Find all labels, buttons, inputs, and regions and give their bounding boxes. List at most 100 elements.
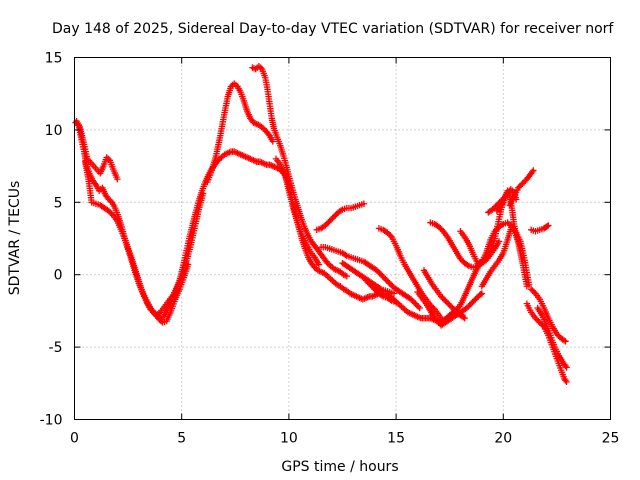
data-point bbox=[529, 287, 536, 294]
data-point bbox=[342, 251, 349, 259]
data-point bbox=[438, 226, 446, 234]
data-point bbox=[322, 222, 329, 229]
data-point bbox=[491, 228, 498, 235]
data-point bbox=[365, 280, 373, 287]
data-point bbox=[157, 317, 165, 325]
data-point bbox=[560, 337, 568, 344]
data-point bbox=[489, 206, 496, 213]
data-point bbox=[367, 281, 374, 289]
data-point bbox=[387, 296, 394, 303]
data-point bbox=[499, 196, 506, 203]
x-tick-label: 20 bbox=[494, 431, 512, 447]
data-point bbox=[562, 362, 569, 370]
data-point bbox=[530, 167, 537, 174]
data-point bbox=[535, 317, 542, 325]
plot-frame bbox=[74, 57, 611, 420]
data-point bbox=[492, 203, 499, 210]
data-point bbox=[457, 255, 464, 262]
data-point bbox=[532, 314, 539, 322]
data-point bbox=[467, 300, 475, 307]
data-point bbox=[533, 316, 541, 323]
data-point bbox=[431, 314, 438, 322]
data-point bbox=[544, 222, 551, 230]
y-tick-label: 5 bbox=[54, 195, 63, 211]
data-point bbox=[440, 296, 448, 303]
data-point bbox=[265, 131, 272, 138]
data-point bbox=[562, 338, 569, 345]
data-point bbox=[442, 297, 449, 304]
data-point bbox=[370, 284, 377, 291]
data-point bbox=[527, 285, 535, 293]
x-tick-label: 15 bbox=[387, 431, 405, 447]
data-point bbox=[435, 223, 443, 231]
x-tick-label: 25 bbox=[602, 431, 620, 447]
y-axis-label: SDTVAR / TECUs bbox=[7, 181, 23, 296]
data-point bbox=[108, 210, 115, 218]
data-point bbox=[343, 272, 350, 280]
x-tick-label: 10 bbox=[280, 431, 298, 447]
data-point bbox=[364, 278, 371, 286]
data-point bbox=[382, 275, 389, 283]
data-point bbox=[464, 261, 471, 269]
data-point bbox=[376, 285, 383, 292]
data-point bbox=[371, 285, 378, 293]
data-point bbox=[563, 378, 570, 386]
data-point bbox=[437, 225, 444, 232]
data-point bbox=[330, 213, 338, 220]
data-point bbox=[387, 281, 395, 289]
data-point bbox=[530, 288, 538, 296]
data-point bbox=[496, 199, 503, 206]
data-point bbox=[555, 332, 562, 339]
data-point bbox=[410, 299, 418, 306]
data-point bbox=[386, 280, 393, 287]
data-point bbox=[439, 294, 446, 302]
data-point bbox=[539, 322, 546, 329]
data-point bbox=[415, 303, 422, 310]
data-point bbox=[500, 194, 508, 202]
data-point bbox=[536, 319, 543, 326]
data-point bbox=[337, 207, 345, 214]
data-point bbox=[517, 181, 525, 189]
data-point bbox=[472, 296, 479, 303]
data-point bbox=[107, 209, 114, 216]
data-point bbox=[563, 364, 570, 371]
data-point bbox=[459, 312, 466, 319]
data-point bbox=[325, 219, 332, 226]
data-point bbox=[515, 184, 522, 192]
data-point bbox=[385, 230, 393, 238]
data-point bbox=[504, 219, 511, 226]
data-point bbox=[470, 297, 478, 304]
data-point bbox=[323, 220, 330, 228]
data-point bbox=[505, 220, 513, 228]
data-point bbox=[385, 278, 392, 286]
data-point bbox=[327, 216, 335, 223]
data-point bbox=[430, 304, 437, 312]
data-point bbox=[105, 207, 113, 215]
data-point bbox=[269, 138, 277, 145]
data-point bbox=[437, 293, 445, 300]
data-point bbox=[477, 291, 484, 298]
data-point bbox=[156, 316, 163, 323]
data-point bbox=[373, 267, 381, 274]
data-point bbox=[376, 270, 383, 277]
data-point bbox=[562, 377, 569, 384]
data-point bbox=[553, 330, 561, 338]
data-point bbox=[529, 168, 536, 176]
data-point bbox=[473, 294, 481, 302]
data-point bbox=[315, 261, 323, 268]
axis-ticks: 0 5 10 15 20 25 -10 -5 0 5 10 15 bbox=[40, 51, 620, 447]
data-point bbox=[457, 311, 465, 318]
data-point bbox=[383, 277, 391, 284]
data-point bbox=[495, 238, 503, 245]
data-point bbox=[495, 200, 502, 207]
data-point bbox=[199, 190, 207, 197]
data-point bbox=[525, 281, 533, 289]
data-point bbox=[416, 304, 423, 312]
grid bbox=[74, 57, 611, 420]
data-point bbox=[478, 290, 486, 297]
data-point bbox=[377, 271, 385, 278]
data-point bbox=[469, 299, 476, 306]
y-tick-label: -10 bbox=[40, 413, 63, 429]
data-point bbox=[372, 287, 380, 294]
